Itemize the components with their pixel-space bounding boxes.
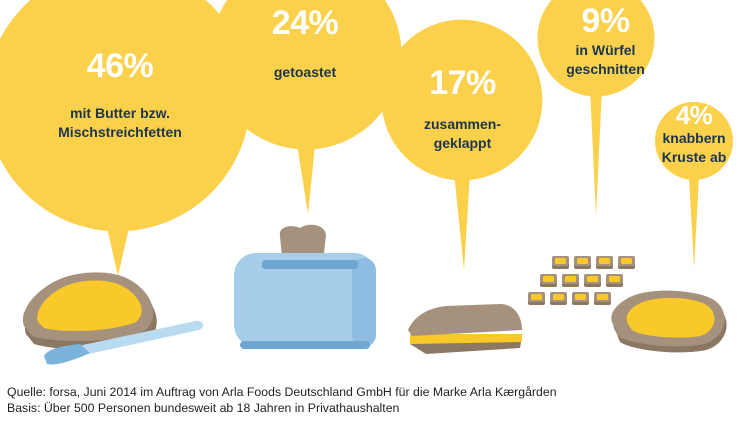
bread-cube-butter xyxy=(621,258,632,264)
bubbles-layer xyxy=(0,0,733,276)
crustless-bread-illustration xyxy=(611,290,727,353)
bread-cubes-illustration xyxy=(528,256,635,305)
knife-handle xyxy=(44,344,90,365)
toaster-slot xyxy=(262,260,358,269)
basis-note: Basis: Über 500 Personen bundesweit ab 1… xyxy=(7,401,400,415)
bread-cube-butter xyxy=(597,294,608,300)
bread-cube-butter xyxy=(553,294,564,300)
sandwich-illustration xyxy=(408,304,522,354)
bread-cube-butter xyxy=(555,258,566,264)
crust-butter xyxy=(626,298,715,338)
text-folded: zusammen- geklappt xyxy=(423,116,502,151)
label-folded: 17% zusammen- geklappt xyxy=(405,64,520,153)
bubble-pointer-5 xyxy=(689,176,699,268)
toaster-base xyxy=(240,341,370,349)
percent-cubes: 9% xyxy=(581,2,630,40)
source-note: Quelle: forsa, Juni 2014 im Auftrag von … xyxy=(7,385,557,399)
label-crust: 4% knabbern Kruste ab xyxy=(656,100,732,167)
bread-cube-butter xyxy=(543,276,554,282)
bread-cube-butter xyxy=(531,294,542,300)
toaster-side xyxy=(352,258,376,347)
bubble-pointer-2 xyxy=(296,139,316,214)
text-butter: mit Butter bzw. Mischstreichfetten xyxy=(58,105,182,140)
bubble-pointer-3 xyxy=(453,172,471,270)
knife-blade xyxy=(78,320,204,355)
bubble-pointer-1 xyxy=(104,218,132,276)
label-cubes: 9% in Würfel geschnitten xyxy=(553,2,658,79)
toaster-body xyxy=(234,253,376,347)
bread-cube-butter xyxy=(599,258,610,264)
sandwich-top xyxy=(408,304,522,336)
bread-cube-butter xyxy=(575,294,586,300)
percent-butter: 46% xyxy=(86,47,154,85)
text-cubes: in Würfel geschnitten xyxy=(566,42,645,77)
text-toasted: getoastet xyxy=(273,64,337,80)
text-crust: knabbern Kruste ab xyxy=(661,130,727,165)
bubble-3 xyxy=(381,19,543,181)
bread-cube-butter xyxy=(587,276,598,282)
bubble-1 xyxy=(0,0,251,232)
toaster-illustration xyxy=(234,224,376,349)
bubble-pointer-4 xyxy=(590,90,602,216)
buttered-bread-illustration xyxy=(22,272,204,365)
percent-crust: 4% xyxy=(675,100,713,130)
butter-layer xyxy=(37,280,142,331)
bread-cube-butter xyxy=(565,276,576,282)
bubble-2 xyxy=(210,0,402,150)
label-toasted: 24% getoastet xyxy=(245,4,365,82)
percent-folded: 17% xyxy=(429,64,496,102)
bread-cube-butter xyxy=(577,258,588,264)
bubble-4 xyxy=(537,0,655,97)
bread-cube-butter xyxy=(609,276,620,282)
bubble-5 xyxy=(655,102,733,180)
label-butter: 46% mit Butter bzw. Mischstreichfetten xyxy=(40,47,200,142)
sandwich-butter xyxy=(410,334,522,344)
percent-toasted: 24% xyxy=(271,4,339,42)
